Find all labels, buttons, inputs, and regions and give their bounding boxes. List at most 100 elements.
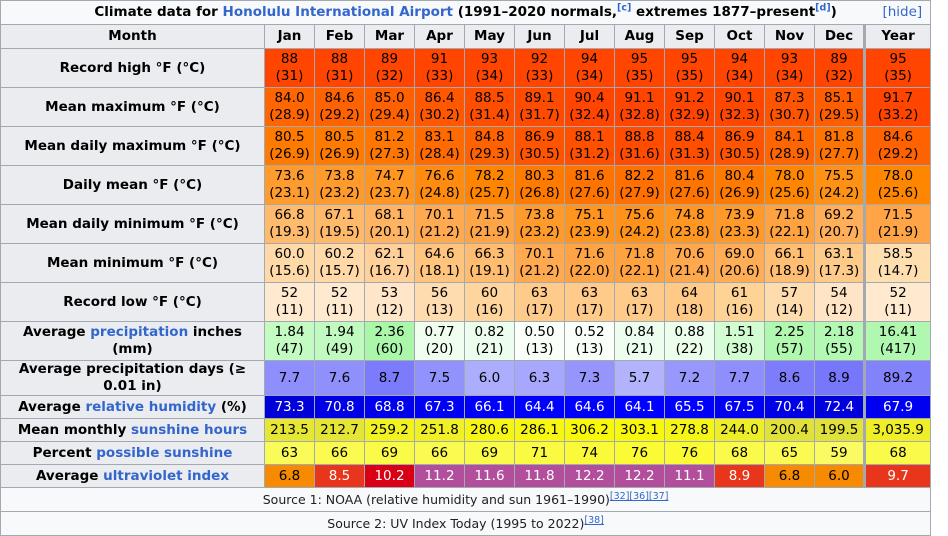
row-label-pre: Percent [32,444,97,461]
cell-value: 84.6 [324,90,355,106]
row-label-link[interactable]: ultraviolet index [103,467,230,484]
cell-value: 11.6 [474,467,505,484]
data-cell: 6.3 [514,360,565,396]
cell-converted-value: (22.1) [769,224,810,240]
data-cell: 89 (32) [814,48,865,88]
data-cell: 69 [464,441,515,465]
cell-converted-value: (32.4) [569,107,610,123]
cell-converted-value: (18.9) [769,263,810,279]
cell-value: 64.6 [574,398,605,415]
data-cell: 93 (34) [464,48,515,88]
data-cell: 12.2 [564,464,615,488]
data-cell: 68 [714,441,765,465]
cell-value: 71.8 [624,246,655,262]
data-cell: 12.2 [614,464,665,488]
cell-converted-value: (33) [425,68,454,84]
cell-value: 91.2 [674,90,705,106]
cell-converted-value: (22.1) [619,263,660,279]
source-reference-link[interactable]: [32][36][37] [609,490,669,502]
cell-converted-value: (23.3) [719,224,760,240]
cell-value: 88.1 [574,129,605,145]
data-cell: 8.6 [764,360,815,396]
cell-converted-value: (23.2) [519,224,560,240]
month-header-jun: Jun [514,24,565,49]
airport-link[interactable]: Honolulu International Airport [222,4,453,20]
cell-converted-value: (34) [475,68,504,84]
table-row: Average relative humidity (%) 73.3 70.8 68.… [0,395,932,419]
data-cell: 6.8 [264,464,315,488]
cell-value: 76 [680,444,699,461]
cell-value: 52 [330,285,349,301]
cell-converted-value: (26.9) [269,146,310,162]
hide-toggle-link[interactable]: [hide] [882,4,923,20]
caption-prefix: Climate data for [94,4,223,20]
data-cell: 67.9 [862,395,932,419]
cell-value: 0.77 [424,324,455,340]
ref-d-link[interactable]: [d] [815,2,831,14]
row-label-link[interactable]: relative humidity [85,398,217,415]
cell-value: 81.6 [674,168,705,184]
data-cell: 88.1 (31.2) [564,126,615,166]
cell-value: 280.6 [470,421,509,438]
source-text: Source 2: UV Index Today (1995 to 2022) [327,516,585,531]
cell-value: 7.5 [428,369,451,386]
cell-value: 70.1 [524,246,555,262]
cell-converted-value: (21.2) [419,224,460,240]
data-cell: 78.0 (25.6) [764,165,815,205]
cell-value: 87.3 [774,90,805,106]
data-cell: 11.2 [414,464,465,488]
cell-converted-value: (24.2) [818,185,860,201]
data-cell: 9.7 [862,464,932,488]
cell-value: 65.5 [674,398,705,415]
cell-converted-value: (20.6) [719,263,760,279]
cell-value: 1.51 [724,324,755,340]
data-cell: 91.1 (32.8) [614,87,665,127]
row-label: Daily mean °F (°C) [0,165,265,205]
data-cell: 64 (18) [664,282,715,322]
month-header-mar: Mar [364,24,415,49]
cell-value: 63.1 [823,246,855,262]
data-cell: 63.1 (17.3) [814,243,865,283]
cell-value: 2.25 [774,324,805,340]
data-cell: 69.0 (20.6) [714,243,765,283]
data-cell: 71.5 (21.9) [464,204,515,244]
data-cell: 7.3 [564,360,615,396]
cell-value: 8.6 [778,369,801,386]
cell-value: 7.7 [728,369,751,386]
data-cell: 68.1 (20.1) [364,204,415,244]
data-cell: 84.0 (28.9) [264,87,315,127]
ref-c-link[interactable]: [c] [616,2,632,14]
cell-converted-value: (31.6) [619,146,660,162]
data-cell: 70.1 (21.2) [514,243,565,283]
cell-converted-value: (38) [725,341,754,357]
cell-value: 70.6 [674,246,705,262]
month-header-jan: Jan [264,24,315,49]
cell-value: 89.1 [524,90,555,106]
data-cell: 53 (12) [364,282,415,322]
data-cell: 80.5 (26.9) [264,126,315,166]
cell-value: 93 [480,51,499,67]
data-cell: 88 (31) [314,48,365,88]
cell-value: 62.1 [374,246,405,262]
cell-value: 2.36 [374,324,405,340]
cell-value: 91.1 [624,90,655,106]
row-label-link[interactable]: sunshine hours [130,421,248,438]
row-label-link[interactable]: possible sunshine [96,444,233,461]
cell-value: 72.4 [823,398,855,415]
data-cell: 60.2 (15.7) [314,243,365,283]
cell-converted-value: (34) [775,68,804,84]
cell-converted-value: (35) [675,68,704,84]
cell-value: 88 [280,51,299,67]
cell-converted-value: (21.9) [877,224,919,240]
table-row: Average precipitation days (≥ 0.01 in) 7.… [0,360,932,396]
data-cell: 80.3 (26.8) [514,165,565,205]
data-cell: 63 (17) [614,282,665,322]
row-label-link[interactable]: precipitation [90,324,189,340]
table-row: Mean monthly sunshine hours 213.5 212.7 259… [0,418,932,442]
source-reference-link[interactable]: [38] [584,514,604,526]
cell-converted-value: (19.5) [319,224,360,240]
cell-converted-value: (29.2) [877,146,919,162]
data-cell: 66.1 [464,395,515,419]
data-cell: 61 (16) [714,282,765,322]
cell-converted-value: (12) [375,302,404,318]
